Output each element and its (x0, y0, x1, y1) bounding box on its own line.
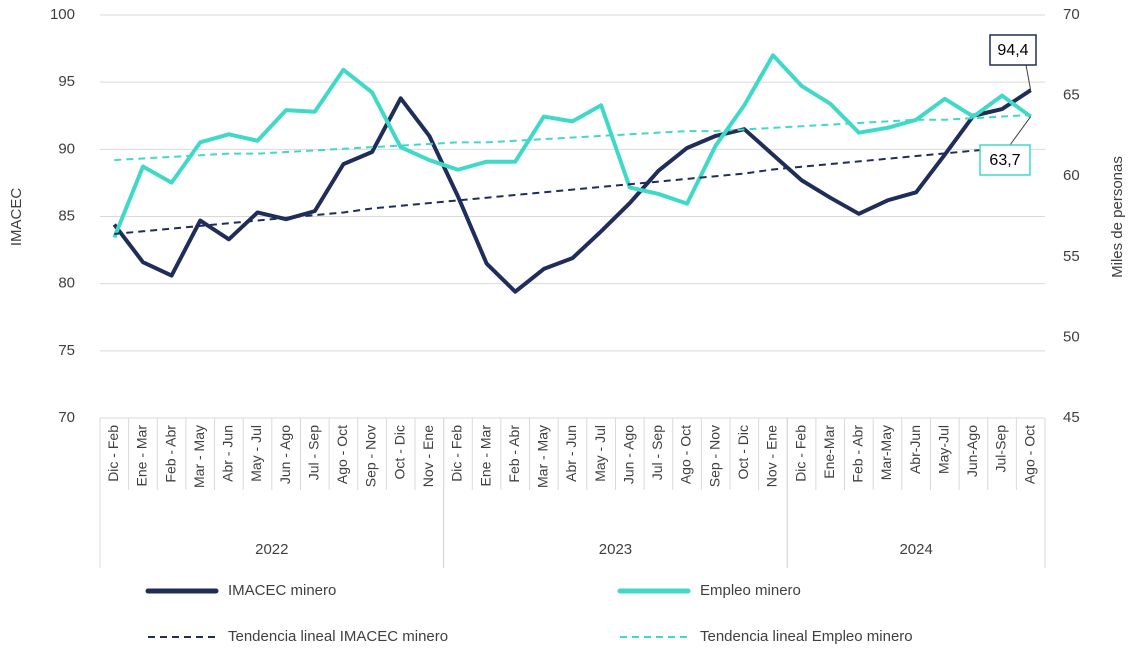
legend-label: Tendencia lineal IMACEC minero (228, 628, 448, 645)
group-label: 2023 (599, 541, 632, 558)
x-tick-label: Nov - Ene (764, 425, 780, 487)
data-label: 63,7 (989, 152, 1020, 169)
x-tick-label: Feb - Abr (850, 425, 866, 483)
x-tick-label: Ago - Oct (678, 425, 694, 484)
y2-tick-label: 55 (1063, 248, 1080, 265)
legend-label: IMACEC minero (228, 582, 336, 599)
x-tick-label: May-Jul (935, 425, 951, 474)
series-line (112, 53, 1032, 239)
data-label: 94,4 (997, 42, 1028, 59)
x-tick-label: Jun - Ago (277, 425, 293, 484)
x-tick-label: Jul - Sep (649, 425, 665, 480)
x-tick-label: Abr - Jun (220, 425, 236, 482)
x-tick-label: Abr-Jun (907, 425, 923, 474)
y-tick-label: 90 (58, 140, 75, 157)
x-tick-label: Jun-Ago (964, 425, 980, 477)
y-tick-label: 75 (58, 342, 75, 359)
series-line (112, 88, 1032, 294)
x-tick-label: Feb - Abr (162, 425, 178, 483)
y-tick-label: 80 (58, 275, 75, 292)
x-tick-label: Sep - Nov (363, 425, 379, 487)
x-tick-label: Nov - Ene (420, 425, 436, 487)
y2-tick-label: 50 (1063, 328, 1080, 345)
x-tick-label: Ene - Mar (477, 425, 493, 487)
x-tick-label: Mar-May (878, 425, 894, 480)
x-tick-label: Oct - Dic (391, 425, 407, 479)
y2-tick-label: 70 (1063, 6, 1080, 23)
y-tick-label: 70 (58, 409, 75, 426)
x-tick-label: Ago - Oct (334, 425, 350, 484)
x-tick-label: Ene - Mar (134, 425, 150, 487)
y2-tick-label: 45 (1063, 409, 1080, 426)
x-tick-label: Ago - Oct (1021, 425, 1037, 484)
x-tick-label: May - Jul (248, 425, 264, 482)
x-tick-label: Ene-Mar (821, 425, 837, 479)
group-label: 2024 (899, 541, 932, 558)
x-tick-label: Sep - Nov (706, 425, 722, 487)
x-tick-label: May - Jul (592, 425, 608, 482)
group-label: 2022 (255, 541, 288, 558)
y-tick-label: 95 (58, 73, 75, 90)
x-tick-label: Abr - Jun (563, 425, 579, 482)
y2-tick-label: 65 (1063, 87, 1080, 104)
y-axis-label: IMACEC (8, 188, 25, 247)
label-leader (1009, 116, 1032, 146)
data-label-box (979, 144, 1031, 176)
label-leader (1025, 64, 1032, 91)
x-tick-label: Jul - Sep (305, 425, 321, 480)
y2-axis-label: Miles de personas (1109, 156, 1126, 278)
data-label-box (989, 34, 1037, 66)
x-tick-label: Jun - Ago (620, 425, 636, 484)
legend-label: Empleo minero (700, 582, 801, 599)
y2-tick-label: 60 (1063, 167, 1080, 184)
x-tick-label: Dic - Feb (105, 425, 121, 482)
trend-line (114, 113, 1031, 162)
x-tick-label: Oct - Dic (735, 425, 751, 479)
x-tick-label: Dic - Feb (792, 425, 808, 482)
x-tick-label: Dic - Feb (449, 425, 465, 482)
y-tick-label: 100 (50, 6, 75, 23)
x-tick-label: Jul-Sep (993, 425, 1009, 473)
y-tick-label: 85 (58, 207, 75, 224)
x-tick-label: Mar - May (535, 425, 551, 488)
x-tick-label: Feb - Abr (506, 425, 522, 483)
x-tick-label: Mar - May (191, 425, 207, 488)
trend-line (114, 144, 1031, 235)
legend-label: Tendencia lineal Empleo minero (700, 628, 913, 645)
